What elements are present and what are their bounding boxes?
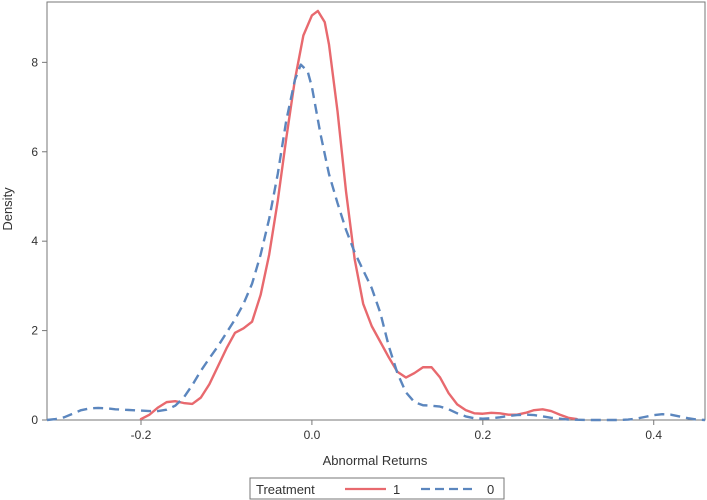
x-tick-label: 0.0 <box>304 428 321 442</box>
y-tick-label: 4 <box>31 234 38 248</box>
legend-title: Treatment <box>256 482 315 497</box>
legend-label-treatment-1: 1 <box>393 482 400 497</box>
y-tick-label: 0 <box>31 413 38 427</box>
legend: Treatment 1 0 <box>249 477 505 500</box>
y-tick-label: 8 <box>31 55 38 69</box>
y-tick-label: 2 <box>31 324 38 338</box>
plot-area-frame <box>46 1 706 421</box>
x-tick-label: -0.2 <box>131 428 152 442</box>
legend-label-treatment-0: 0 <box>487 482 494 497</box>
x-tick-label: 0.4 <box>645 428 662 442</box>
x-tick-label: 0.2 <box>474 428 491 442</box>
y-axis-title: Density <box>0 187 15 231</box>
density-line-treatment-0 <box>46 63 706 422</box>
y-tick-label: 6 <box>31 145 38 159</box>
x-axis-title: Abnormal Returns <box>323 453 428 468</box>
density-line-treatment-1 <box>139 9 579 421</box>
